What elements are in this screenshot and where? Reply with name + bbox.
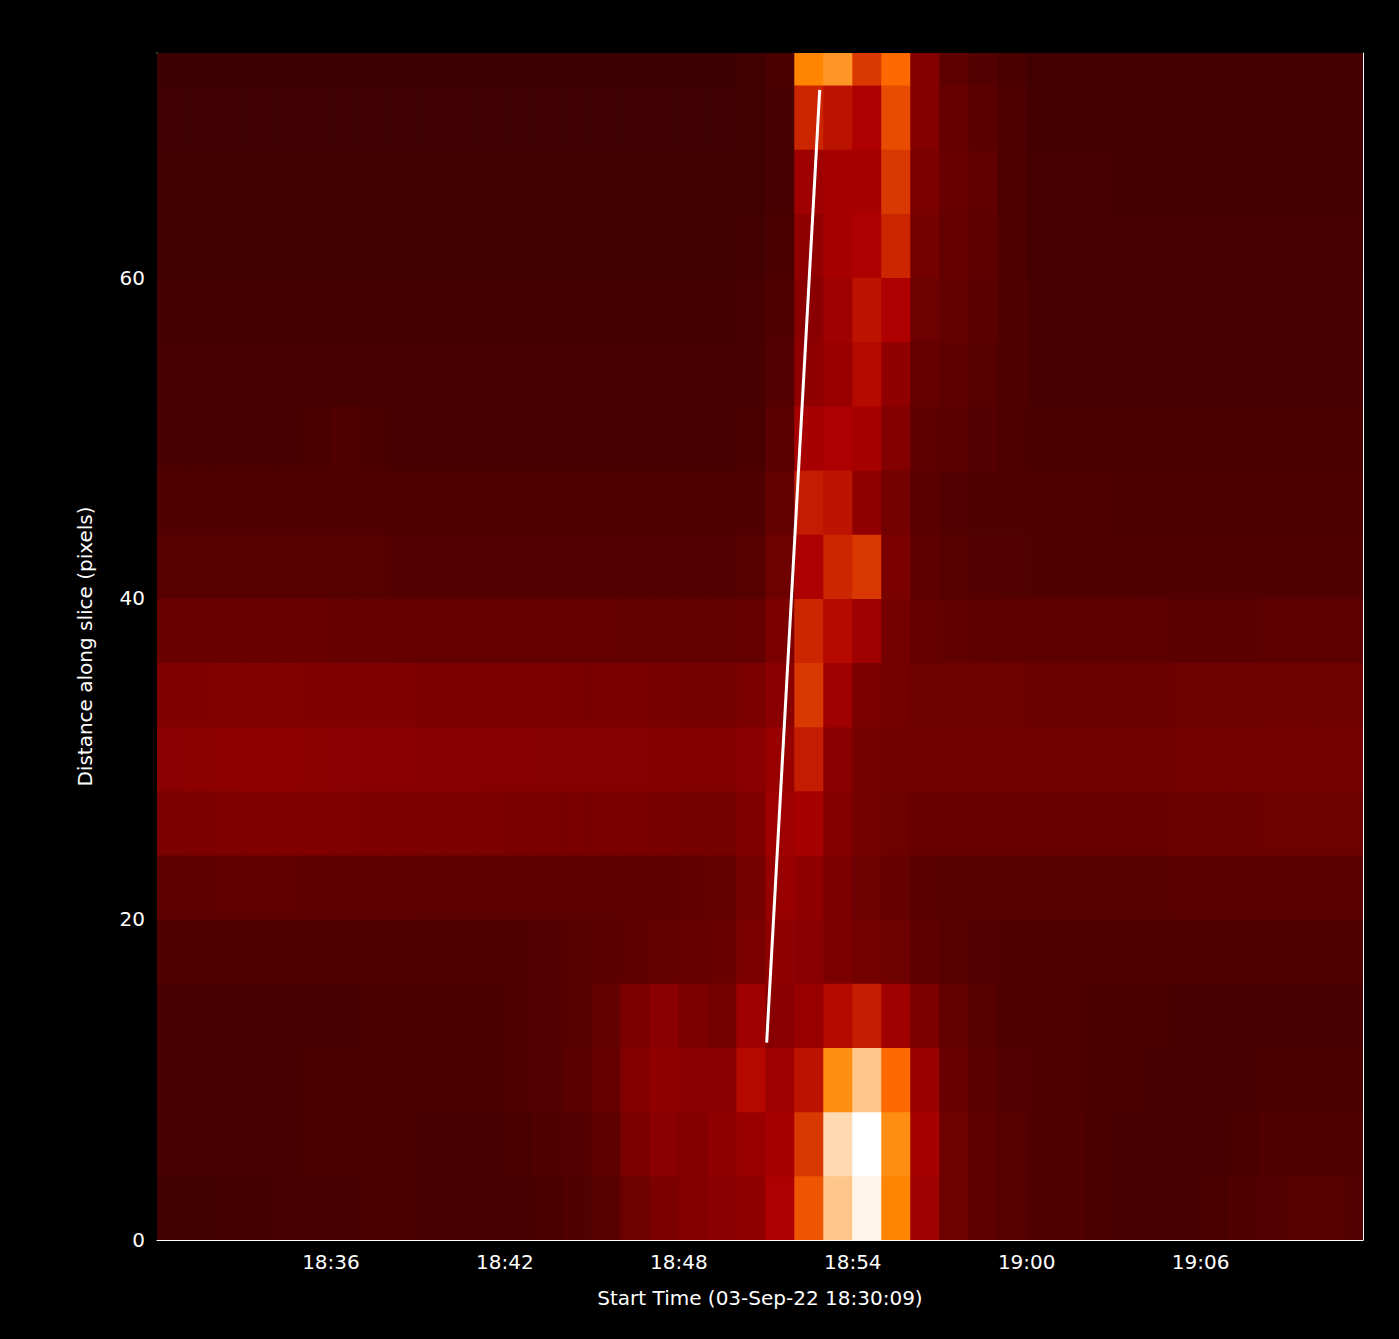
svg-text:60: 60 [120,266,145,290]
svg-text:Distance along slice (pixels): Distance along slice (pixels) [73,506,97,786]
svg-text:19:06: 19:06 [1172,1250,1230,1274]
svg-text:18:36: 18:36 [302,1250,360,1274]
svg-text:Start Time (03-Sep-22 18:30:09: Start Time (03-Sep-22 18:30:09) [597,1286,922,1310]
svg-text:19:00: 19:00 [998,1250,1056,1274]
svg-text:18:54: 18:54 [824,1250,882,1274]
svg-text:20: 20 [120,907,145,931]
svg-text:40: 40 [120,586,145,610]
svg-text:18:48: 18:48 [650,1250,708,1274]
svg-text:18:42: 18:42 [476,1250,534,1274]
svg-text:0: 0 [132,1228,145,1252]
